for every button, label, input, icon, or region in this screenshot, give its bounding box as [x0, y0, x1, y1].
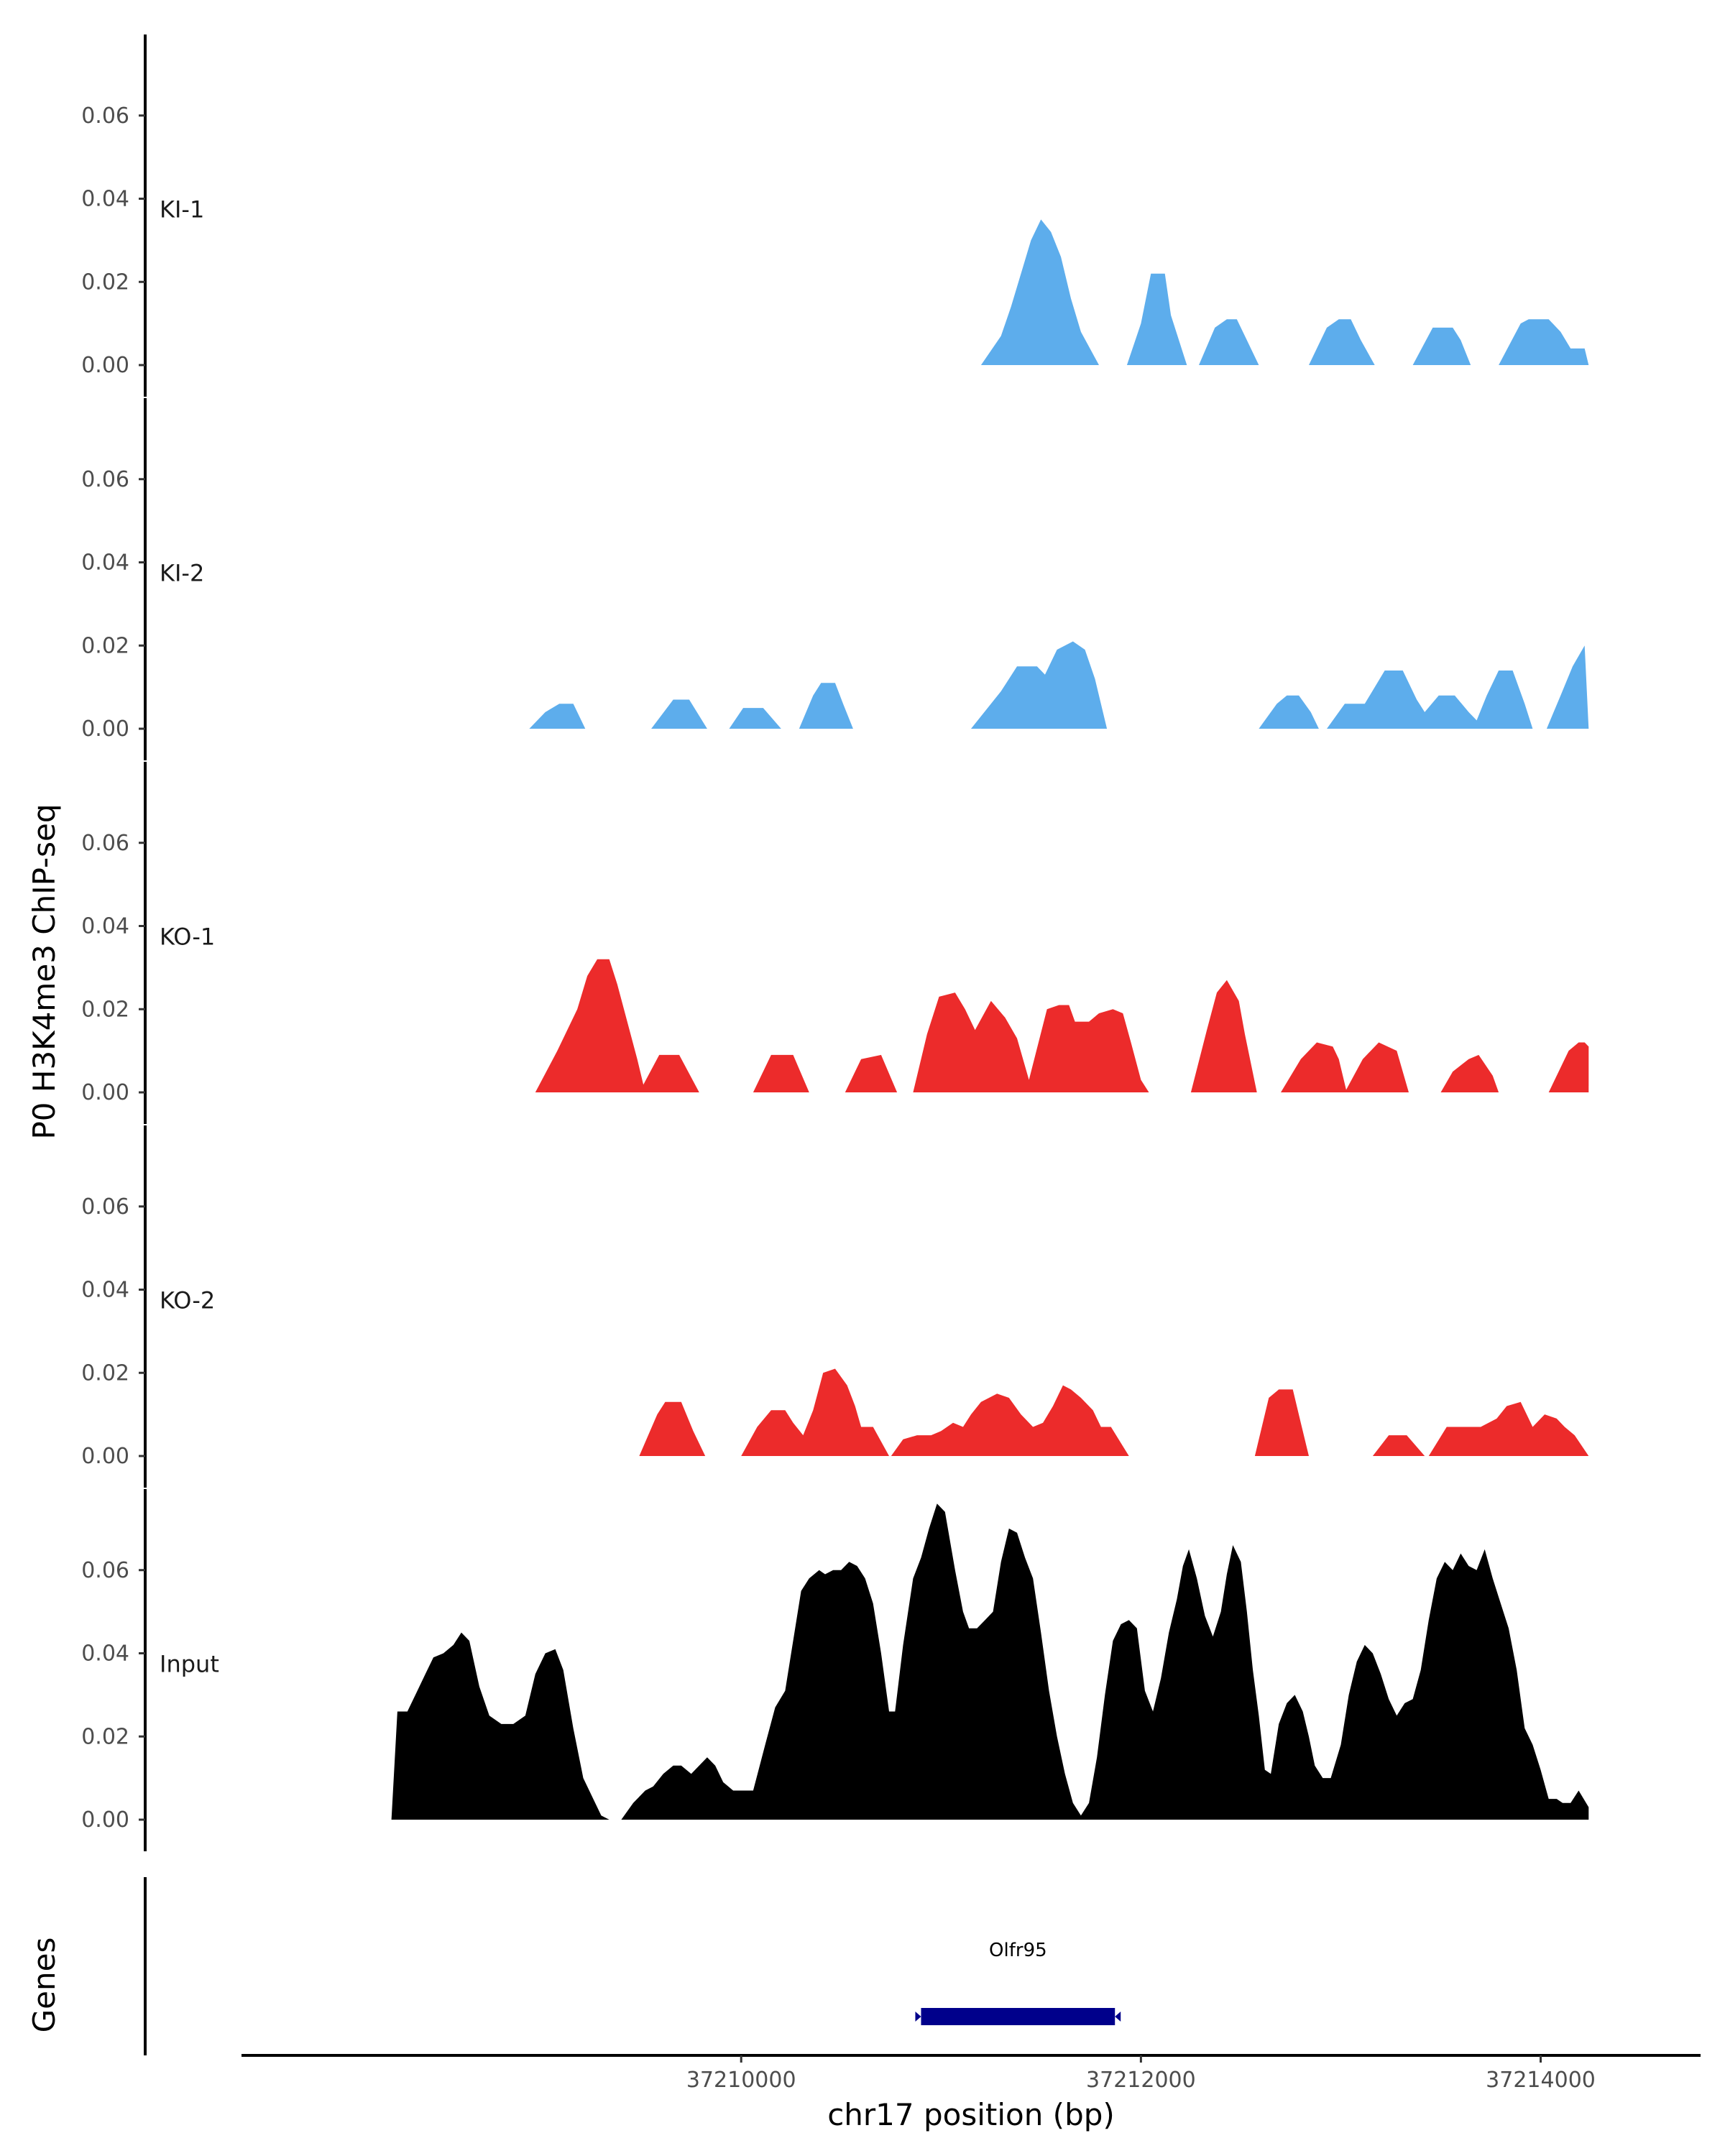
signal-area — [1499, 319, 1589, 365]
y-tick-label: 0.06 — [81, 831, 129, 856]
y-tick-label: 0.04 — [81, 187, 129, 212]
signal-area — [529, 704, 586, 729]
y-tick-label: 0.04 — [81, 550, 129, 576]
track-panel-ko-2: 0.00 0.02 0.04 0.06 KO-2 — [81, 1125, 1589, 1488]
y-tick-label: 0.06 — [81, 1194, 129, 1220]
signal-area — [1428, 1401, 1589, 1456]
gene-end-cap — [915, 2012, 921, 2022]
y-tick-label: 0.04 — [81, 1278, 129, 1303]
signal-area — [1259, 695, 1319, 729]
track-panel-ki-1: 0.00 0.02 0.04 0.06 KI-1 — [81, 34, 1589, 397]
signal-area — [1126, 273, 1187, 365]
y-tick-label: 0.02 — [81, 270, 129, 295]
signal-area — [891, 1385, 1129, 1456]
y-tick-label: 0.00 — [81, 1807, 129, 1833]
y-axis-title: P0 H3K4me3 ChIP-seq — [27, 803, 62, 1139]
signal-area — [1327, 671, 1533, 729]
signal-area — [1199, 319, 1259, 365]
signal-area — [1190, 980, 1257, 1092]
track-panel-ko-1: 0.00 0.02 0.04 0.06 KO-1 — [81, 762, 1589, 1124]
signal-area — [621, 1503, 1589, 1820]
signal-area — [391, 1632, 610, 1820]
y-tick-label: 0.00 — [81, 1080, 129, 1105]
x-tick-label: 37210000 — [686, 2068, 796, 2093]
signal-area — [1412, 327, 1471, 365]
y-tick-label: 0.04 — [81, 1641, 129, 1667]
gene-end-cap — [1115, 2012, 1121, 2022]
y-tick-label: 0.04 — [81, 914, 129, 939]
signal-area — [845, 1054, 898, 1092]
signal-area — [1254, 1389, 1309, 1456]
x-axis: 37210000 37212000 37214000 chr17 position … — [242, 2054, 1701, 2132]
signal-area — [741, 1368, 889, 1456]
y-tick-label: 0.06 — [81, 103, 129, 129]
signal-area — [799, 683, 853, 729]
signal-area — [1546, 645, 1589, 729]
signal-area — [1309, 319, 1375, 365]
x-tick-label: 37214000 — [1486, 2068, 1596, 2093]
x-axis-title: chr17 position (bp) — [827, 2097, 1115, 2132]
gene-olfr95: Olfr95 — [915, 1940, 1121, 2025]
genes-panel: Genes Olfr95 — [27, 1877, 1121, 2055]
signal-area — [535, 959, 645, 1092]
signal-area — [1440, 1054, 1499, 1092]
y-tick-label: 0.02 — [81, 1724, 129, 1749]
signal-area — [1548, 1042, 1589, 1092]
signal-area — [1345, 1042, 1409, 1092]
signal-area — [651, 699, 707, 729]
y-tick-label: 0.06 — [81, 1558, 129, 1583]
track-label: KO-2 — [160, 1287, 215, 1314]
y-tick-label: 0.02 — [81, 633, 129, 658]
signal-area — [639, 1401, 706, 1456]
signal-area — [753, 1054, 809, 1092]
x-ticks-layer: 37210000 37212000 37214000 — [686, 2055, 1596, 2093]
genes-layer: Olfr95 — [915, 1940, 1121, 2025]
track-label: KI-2 — [160, 560, 204, 587]
gene-label: Olfr95 — [989, 1940, 1047, 1961]
track-panel-ki-2: 0.00 0.02 0.04 0.06 KI-2 — [81, 398, 1589, 760]
x-tick-label: 37212000 — [1086, 2068, 1196, 2093]
track-panel-input: 0.00 0.02 0.04 0.06 Input — [81, 1489, 1589, 1851]
y-tick-label: 0.06 — [81, 467, 129, 492]
track-label: KI-1 — [160, 196, 204, 224]
tracks-layer: 0.00 0.02 0.04 0.06 KI-1 0.00 0.02 0.04 0.06 KI-2… — [81, 34, 1589, 1851]
track-label: Input — [160, 1651, 219, 1678]
signal-area — [971, 641, 1108, 729]
y-tick-label: 0.00 — [81, 353, 129, 378]
y-tick-label: 0.02 — [81, 997, 129, 1022]
track-label: KO-1 — [160, 923, 215, 951]
signal-area — [729, 708, 781, 729]
signal-area — [1281, 1042, 1347, 1092]
y-tick-label: 0.00 — [81, 717, 129, 742]
signal-area — [1372, 1435, 1425, 1456]
gene-body — [921, 2008, 1116, 2025]
y-tick-label: 0.00 — [81, 1444, 129, 1469]
signal-area — [639, 1054, 699, 1092]
signal-area — [980, 219, 1099, 365]
signal-area — [913, 992, 1149, 1092]
y-tick-label: 0.02 — [81, 1360, 129, 1386]
genes-axis-title: Genes — [27, 1938, 62, 2033]
